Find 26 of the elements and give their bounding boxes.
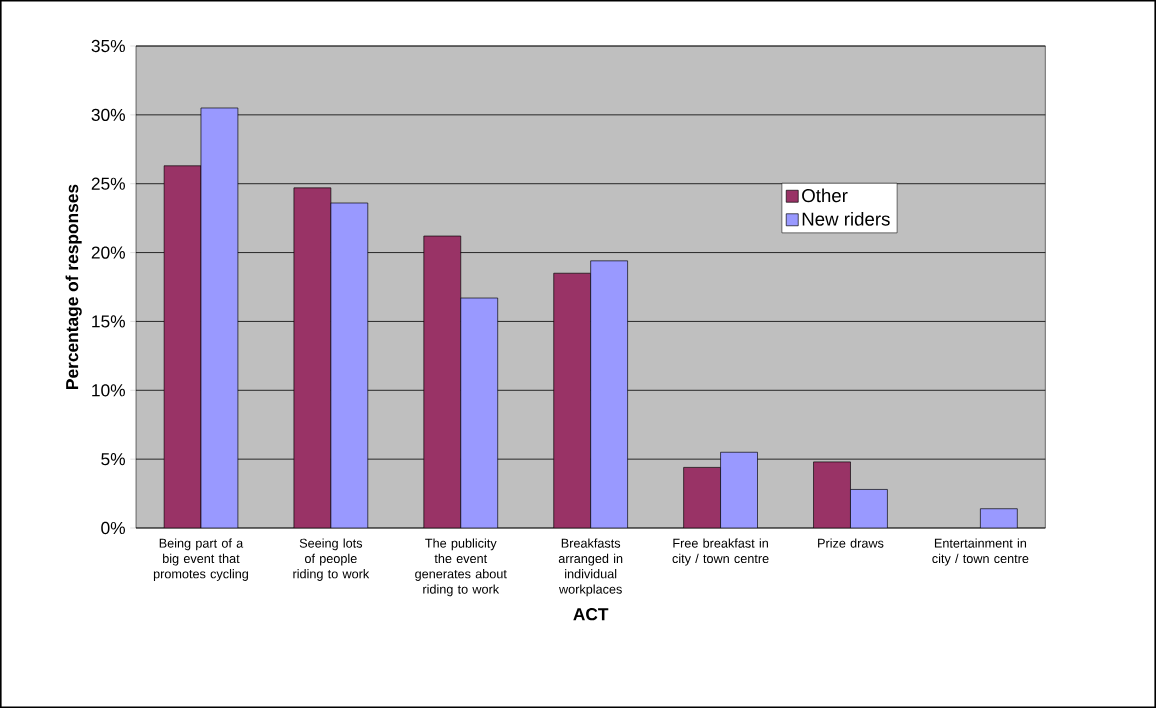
bar: [200, 107, 239, 528]
x-tick-label: The publicity the event generates about riding to work: [415, 538, 507, 597]
x-tick-label: Breakfasts arranged in individual workplaces: [558, 538, 623, 597]
x-axis-title: ACT: [573, 608, 609, 621]
bar: [720, 451, 758, 528]
y-tick-label: 15%: [92, 315, 125, 328]
y-tick-label: 5%: [101, 453, 125, 466]
legend-label: New riders: [802, 212, 890, 226]
y-tick-label: 30%: [91, 108, 125, 121]
bar: [980, 508, 1018, 528]
x-tick-label: Entertainment in city / town centre: [932, 538, 1029, 566]
y-tick-label: 20%: [91, 246, 125, 259]
x-tick-label: Free breakfast in city / town centre: [672, 538, 769, 566]
bar: [460, 297, 499, 528]
y-tick-label: 0%: [101, 521, 125, 535]
y-tick-label: 25%: [91, 177, 125, 190]
legend-label: Other: [802, 188, 848, 203]
bar: [850, 489, 888, 528]
y-tick-label: 35%: [91, 39, 125, 53]
x-tick-label: Being part of a big event that promotes cycling: [153, 538, 248, 581]
y-axis-title: Percentage of responses: [65, 184, 82, 389]
bar: [590, 260, 628, 528]
x-tick-label: Prize draws: [818, 538, 884, 548]
x-tick-label: Seeing lots of people riding to work: [293, 538, 370, 581]
y-tick-label: 10%: [92, 384, 125, 397]
bar: [330, 202, 369, 528]
